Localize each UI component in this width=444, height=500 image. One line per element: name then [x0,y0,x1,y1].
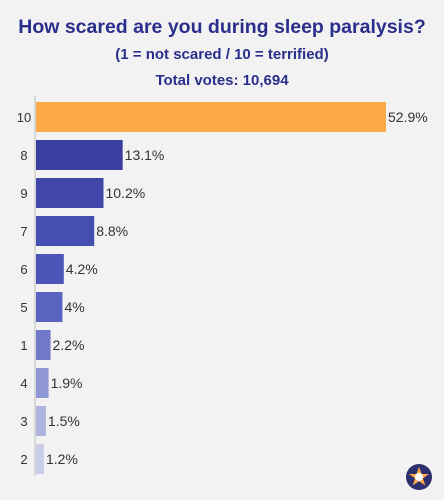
tick-label-6: 6 [20,262,27,277]
tick-label-2: 2 [20,452,27,467]
bar-3 [36,406,46,436]
value-label-5: 4% [64,299,84,315]
tick-label-3: 3 [20,414,27,429]
tick-label-4: 4 [20,376,27,391]
value-label-6: 4.2% [66,261,98,277]
tick-label-8: 8 [20,148,27,163]
star-logo-icon [406,464,432,490]
bar-5 [36,292,63,322]
bar-9 [36,178,104,208]
total-votes: Total votes: 10,694 [155,72,289,89]
tick-label-7: 7 [20,224,27,239]
value-label-2: 1.2% [46,451,78,467]
chart-subtitle: (1 = not scared / 10 = terrified) [115,46,329,63]
bar-2 [36,444,44,474]
value-label-8: 13.1% [125,147,165,163]
bar-8 [36,140,123,170]
tick-label-9: 9 [20,186,27,201]
tick-label-1: 1 [20,338,27,353]
chart-title: How scared are you during sleep paralysi… [18,16,426,38]
bar-7 [36,216,95,246]
value-label-4: 1.9% [51,375,83,391]
value-label-1: 2.2% [53,337,85,353]
tick-label-10: 10 [17,110,31,125]
bar-6 [36,254,64,284]
bar-10 [36,102,386,132]
value-label-7: 8.8% [96,223,128,239]
bar-4 [36,368,49,398]
bar-1 [36,330,51,360]
value-label-10: 52.9% [388,109,428,125]
tick-label-5: 5 [20,300,27,315]
value-label-3: 1.5% [48,413,80,429]
value-label-9: 10.2% [105,185,145,201]
